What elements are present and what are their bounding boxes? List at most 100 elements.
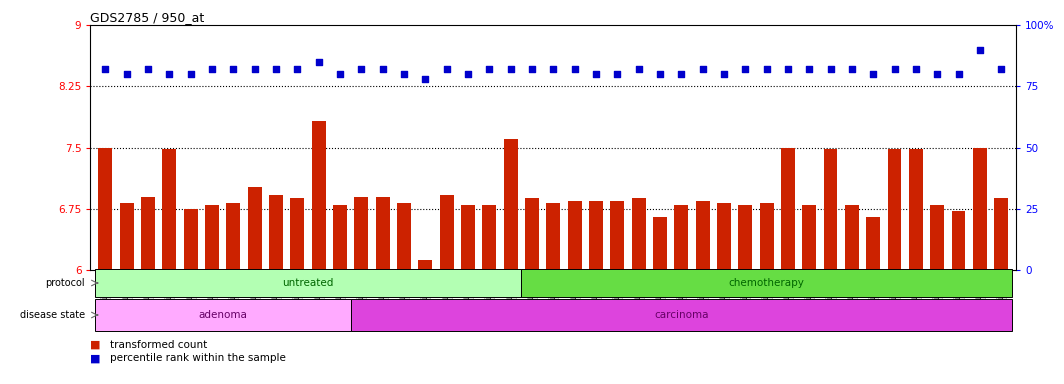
Point xyxy=(886,66,903,72)
Text: GDS2785 / 950_at: GDS2785 / 950_at xyxy=(90,11,204,24)
Bar xyxy=(99,147,113,270)
Bar xyxy=(120,203,134,270)
Bar xyxy=(653,217,667,270)
Bar xyxy=(845,205,859,270)
Point xyxy=(460,71,477,77)
Bar xyxy=(994,198,1008,270)
Point xyxy=(736,66,753,72)
Bar xyxy=(717,203,731,270)
Point xyxy=(694,66,711,72)
Bar xyxy=(227,203,240,270)
Bar xyxy=(439,195,453,270)
Bar xyxy=(503,139,517,270)
Bar xyxy=(760,203,774,270)
Bar xyxy=(525,198,538,270)
Bar xyxy=(802,205,816,270)
Point xyxy=(822,66,839,72)
Bar xyxy=(632,198,646,270)
Point xyxy=(993,66,1010,72)
Point xyxy=(267,66,284,72)
Point xyxy=(950,71,967,77)
Bar xyxy=(461,205,475,270)
Text: adenoma: adenoma xyxy=(198,310,247,320)
Text: carcinoma: carcinoma xyxy=(654,310,709,320)
Point xyxy=(353,66,370,72)
Bar xyxy=(568,201,582,270)
Bar xyxy=(909,149,922,270)
Bar xyxy=(351,299,1012,331)
Bar xyxy=(696,201,710,270)
Point xyxy=(780,66,797,72)
Bar xyxy=(290,198,304,270)
Point xyxy=(396,71,413,77)
Point xyxy=(587,71,604,77)
Bar xyxy=(248,187,262,270)
Bar xyxy=(354,197,368,270)
Bar xyxy=(205,205,219,270)
Point xyxy=(203,66,220,72)
Point xyxy=(758,66,775,72)
Point xyxy=(651,71,668,77)
Bar xyxy=(521,268,1012,297)
Point xyxy=(672,71,689,77)
Point xyxy=(630,66,647,72)
Bar xyxy=(589,201,603,270)
Text: ■: ■ xyxy=(90,353,101,363)
Bar xyxy=(781,147,795,270)
Point xyxy=(246,66,263,72)
Point xyxy=(332,71,349,77)
Bar xyxy=(482,205,496,270)
Point xyxy=(908,66,925,72)
Bar xyxy=(866,217,880,270)
Point xyxy=(225,66,242,72)
Point xyxy=(566,66,583,72)
Point xyxy=(139,66,156,72)
Point xyxy=(375,66,392,72)
Point xyxy=(417,76,434,82)
Point xyxy=(929,71,946,77)
Bar xyxy=(738,205,752,270)
Bar xyxy=(887,149,901,270)
Point xyxy=(545,66,562,72)
Bar xyxy=(418,260,432,270)
Bar xyxy=(675,205,688,270)
Point xyxy=(97,66,114,72)
Bar xyxy=(95,299,351,331)
Point xyxy=(288,66,305,72)
Point xyxy=(971,46,988,53)
Bar xyxy=(972,147,986,270)
Bar xyxy=(184,209,198,270)
Bar xyxy=(824,149,837,270)
Point xyxy=(523,66,541,72)
Text: transformed count: transformed count xyxy=(110,340,206,350)
Bar xyxy=(951,211,965,270)
Text: protocol: protocol xyxy=(46,278,85,288)
Bar xyxy=(546,203,561,270)
Point xyxy=(502,66,519,72)
Bar xyxy=(333,205,347,270)
Bar xyxy=(142,197,155,270)
Point xyxy=(609,71,626,77)
Point xyxy=(481,66,498,72)
Point xyxy=(865,71,882,77)
Bar xyxy=(95,268,521,297)
Point xyxy=(438,66,455,72)
Text: disease state: disease state xyxy=(20,310,85,320)
Point xyxy=(118,71,135,77)
Point xyxy=(844,66,861,72)
Bar xyxy=(163,149,177,270)
Point xyxy=(310,59,327,65)
Text: percentile rank within the sample: percentile rank within the sample xyxy=(110,353,285,363)
Bar xyxy=(930,205,944,270)
Point xyxy=(801,66,818,72)
Bar xyxy=(611,201,625,270)
Bar xyxy=(397,203,411,270)
Bar xyxy=(269,195,283,270)
Point xyxy=(182,71,199,77)
Text: ■: ■ xyxy=(90,340,101,350)
Point xyxy=(161,71,178,77)
Text: untreated: untreated xyxy=(282,278,334,288)
Bar xyxy=(312,121,326,270)
Point xyxy=(715,71,732,77)
Bar xyxy=(376,197,389,270)
